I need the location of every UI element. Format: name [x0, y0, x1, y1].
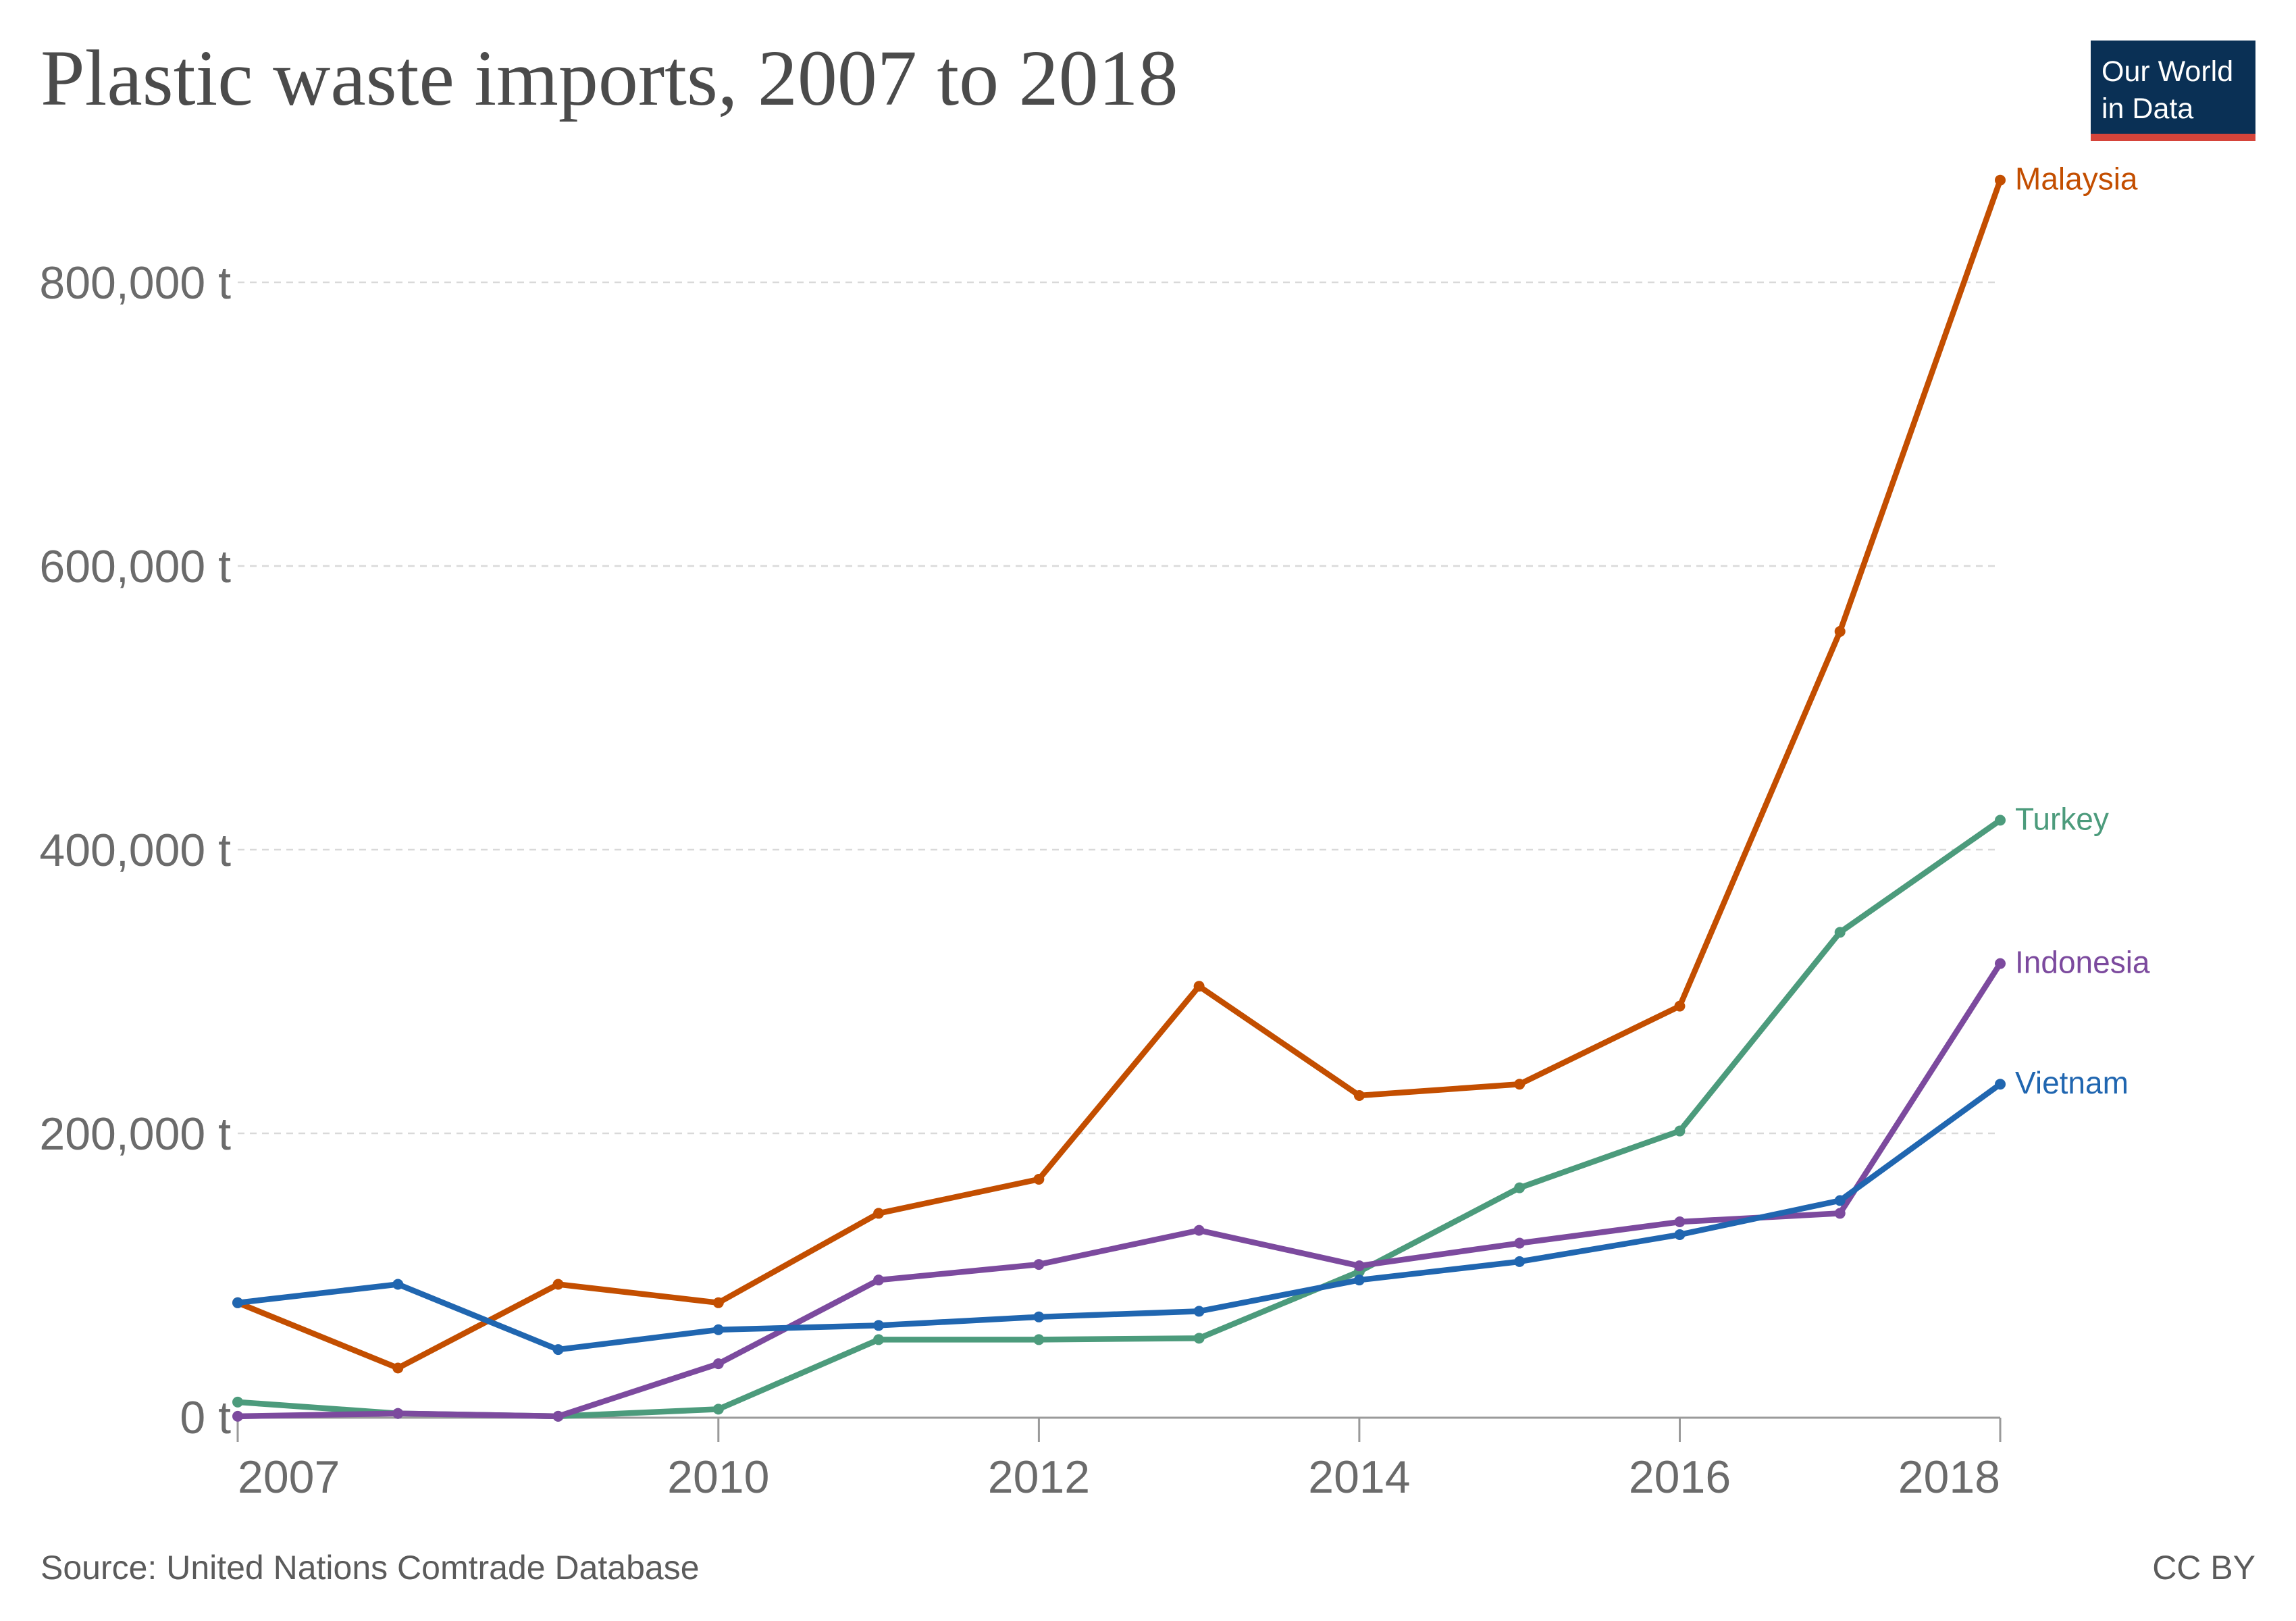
svg-text:Indonesia: Indonesia [2015, 945, 2150, 980]
svg-text:2018: 2018 [1898, 1451, 2000, 1503]
svg-text:Turkey: Turkey [2015, 801, 2109, 836]
svg-text:400,000 t: 400,000 t [39, 825, 231, 876]
svg-text:200,000 t: 200,000 t [39, 1108, 231, 1160]
svg-text:2007: 2007 [238, 1451, 340, 1503]
svg-text:2014: 2014 [1308, 1451, 1410, 1503]
svg-text:800,000 t: 800,000 t [39, 257, 231, 309]
svg-text:Malaysia: Malaysia [2015, 161, 2138, 197]
svg-text:600,000 t: 600,000 t [39, 541, 231, 592]
svg-text:2012: 2012 [988, 1451, 1090, 1503]
svg-text:2016: 2016 [1629, 1451, 1731, 1503]
svg-text:2010: 2010 [667, 1451, 769, 1503]
svg-text:0 t: 0 t [180, 1392, 231, 1443]
svg-text:Vietnam: Vietnam [2015, 1065, 2129, 1100]
